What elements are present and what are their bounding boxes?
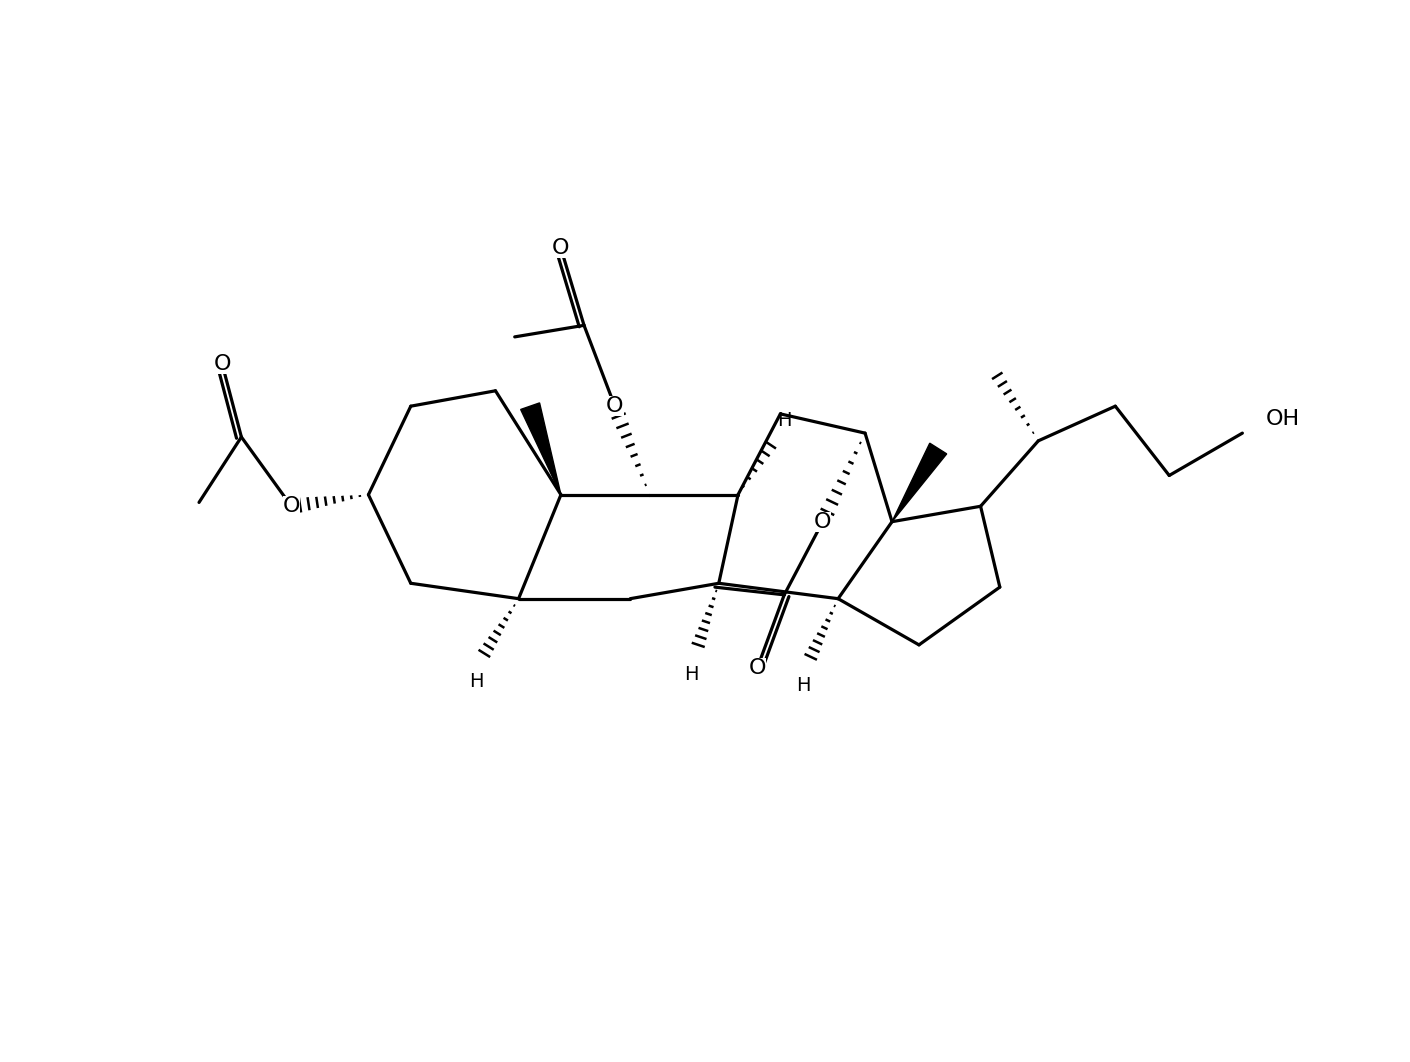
Text: O: O	[213, 354, 231, 374]
Text: H: H	[685, 665, 699, 684]
Text: O: O	[606, 396, 623, 416]
Text: H: H	[777, 411, 791, 429]
Text: H: H	[470, 672, 484, 691]
Text: H: H	[797, 676, 811, 696]
Polygon shape	[520, 402, 561, 495]
Text: O: O	[814, 512, 832, 532]
Text: O: O	[749, 658, 766, 678]
Text: OH: OH	[1266, 409, 1300, 429]
Text: O: O	[282, 496, 300, 516]
Polygon shape	[893, 443, 946, 521]
Text: O: O	[553, 238, 570, 258]
